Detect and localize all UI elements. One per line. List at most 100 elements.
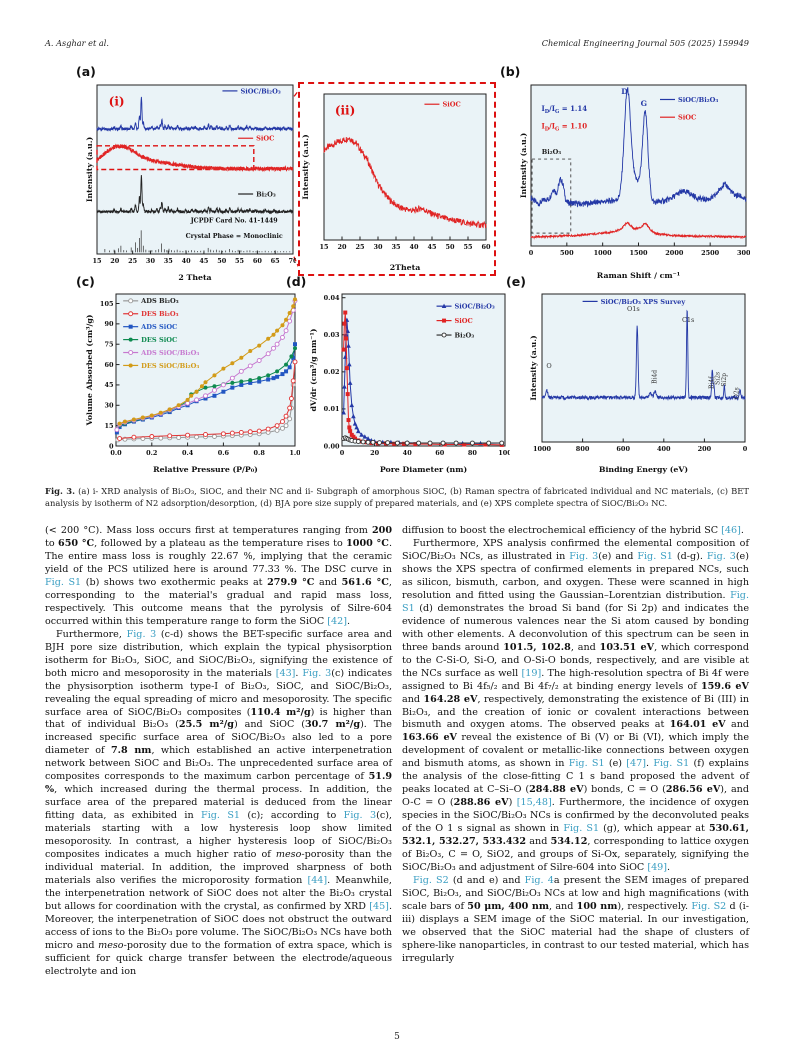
citation-link[interactable]: Fig. 3	[302, 667, 332, 679]
svg-text:65: 65	[271, 257, 281, 265]
svg-text:40: 40	[182, 257, 192, 265]
citation-link[interactable]: [45]	[369, 900, 389, 912]
svg-text:O2s: O2s	[734, 387, 741, 399]
citation-link[interactable]: [19]	[521, 667, 542, 679]
svg-text:500: 500	[560, 249, 574, 257]
paragraph: Fig. S2 (d and e) and Fig. 4a present th…	[402, 874, 749, 964]
svg-text:Crystal Phase = Monoclinic: Crystal Phase = Monoclinic	[186, 233, 283, 240]
svg-text:ID/IG = 1.14: ID/IG = 1.14	[542, 104, 588, 115]
svg-text:0.00: 0.00	[324, 442, 340, 450]
panel-label-b: (b)	[500, 64, 521, 79]
svg-text:25: 25	[355, 243, 365, 251]
svg-text:Intensity (a.u.): Intensity (a.u.)	[529, 335, 538, 400]
citation-link[interactable]: Fig. S1	[201, 810, 241, 822]
svg-text:SiOC: SiOC	[678, 114, 696, 122]
citation-link[interactable]: Fig. 4	[524, 874, 554, 886]
svg-text:Bi₂O₃: Bi₂O₃	[455, 331, 475, 339]
svg-text:1000: 1000	[594, 249, 613, 257]
svg-text:G: G	[641, 99, 647, 108]
chart-raman: 0 500 1000 1500 2000 2500 3000 Raman Shift / cm…	[518, 82, 756, 282]
svg-text:ADS SiOC/Bi₂O₃: ADS SiOC/Bi₂O₃	[140, 349, 199, 357]
paragraph: (< 200 °C). Mass loss occurs first at te…	[45, 525, 392, 627]
page-number: 5	[394, 1032, 400, 1042]
svg-text:75: 75	[104, 341, 114, 349]
svg-text:60: 60	[481, 243, 491, 251]
citation-link[interactable]: Fig. S1	[653, 758, 690, 770]
figure-3: (a) (b) (c) (d) (e) 15 20 25 30 35 40 45 50 55 60…	[0, 64, 794, 482]
header-journal: Chemical Engineering Journal 505 (2025) …	[541, 38, 749, 48]
citation-link[interactable]: Fig. 3	[126, 628, 157, 640]
chart-bet-isotherm: 0.0 0.2 0.4 0.6 0.8 1.0 0 15 30 45 60 75 90 105 Relati…	[84, 290, 301, 476]
svg-text:200: 200	[698, 445, 712, 453]
chart-xrd: 15 20 25 30 35 40 45 50 55 60 65 70 2 Theta Intensity…	[84, 82, 298, 284]
citation-link[interactable]: Fig. 3	[706, 551, 736, 563]
svg-text:Binding Energy (eV): Binding Energy (eV)	[599, 465, 688, 474]
svg-text:60: 60	[435, 449, 445, 457]
page-header: A. Asghar et al. Chemical Engineering Jo…	[45, 38, 749, 48]
svg-text:25: 25	[128, 257, 138, 265]
svg-text:20: 20	[110, 257, 120, 265]
svg-text:Intensity (a.u.): Intensity (a.u.)	[519, 133, 528, 198]
citation-link[interactable]: Fig. S1	[568, 758, 605, 770]
svg-text:Relative Pressure (P/P₀): Relative Pressure (P/P₀)	[153, 465, 258, 474]
citation-link[interactable]: [15,48]	[516, 797, 552, 809]
svg-text:60: 60	[253, 257, 263, 265]
svg-text:ADS Bi₂O₃: ADS Bi₂O₃	[140, 297, 179, 305]
citation-link[interactable]: Fig. S1	[637, 551, 673, 563]
paragraph: Furthermore, Fig. 3 (c-d) shows the BET-…	[45, 628, 393, 977]
citation-link[interactable]: Fig. S1	[563, 823, 600, 835]
citation-link[interactable]: Fig. 3	[569, 551, 599, 563]
citation-link[interactable]: [46]	[721, 525, 741, 537]
svg-text:0: 0	[340, 449, 345, 457]
svg-text:0.04: 0.04	[324, 294, 340, 302]
citation-link[interactable]: Fig. S2	[413, 874, 449, 886]
svg-text:Raman Shift / cm⁻¹: Raman Shift / cm⁻¹	[597, 271, 680, 280]
panel-label-d: (d)	[286, 274, 307, 289]
citation-link[interactable]: [42]	[327, 615, 347, 627]
citation-link[interactable]: [47]	[626, 758, 646, 770]
svg-text:0.8: 0.8	[254, 449, 266, 457]
svg-text:ID/IG = 1.10: ID/IG = 1.10	[542, 121, 588, 132]
svg-text:70: 70	[288, 257, 296, 265]
citation-link[interactable]: Fig. S1	[402, 589, 749, 614]
svg-text:80: 80	[468, 449, 478, 457]
svg-text:400: 400	[657, 445, 671, 453]
svg-text:105: 105	[100, 300, 114, 308]
svg-text:D: D	[621, 87, 628, 96]
svg-text:45: 45	[104, 381, 114, 389]
right-column: diffusion to boost the electrochemical e…	[402, 525, 749, 978]
svg-text:2500: 2500	[701, 249, 720, 257]
paragraph: Furthermore, XPS analysis confirmed the …	[402, 538, 750, 873]
svg-text:0.2: 0.2	[146, 449, 157, 457]
citation-link[interactable]: [49]	[647, 861, 668, 873]
chart-xps-survey: 1000 800 600 400 200 0 Binding Energy (eV) Inte…	[528, 290, 750, 476]
citation-link[interactable]: Fig. 3	[343, 810, 377, 822]
svg-text:DES Bi₂O₃: DES Bi₂O₃	[141, 310, 179, 318]
citation-link[interactable]: [43]	[275, 667, 296, 679]
svg-text:55: 55	[463, 243, 473, 251]
paragraph: diffusion to boost the electrochemical e…	[402, 525, 744, 537]
svg-text:SiOC/Bi₂O₃: SiOC/Bi₂O₃	[455, 303, 495, 311]
svg-text:SiOC/Bi₂O₃: SiOC/Bi₂O₃	[678, 96, 718, 104]
svg-text:Pore Diameter (nm): Pore Diameter (nm)	[380, 465, 467, 474]
svg-text:0.4: 0.4	[182, 449, 194, 457]
svg-text:600: 600	[616, 445, 630, 453]
panel-label-a: (a)	[76, 64, 96, 79]
svg-text:30: 30	[373, 243, 383, 251]
citation-link[interactable]: Fig. S1	[45, 577, 82, 588]
svg-text:SiOC: SiOC	[256, 135, 274, 143]
svg-text:2000: 2000	[665, 249, 684, 257]
svg-text:dV/dr (cm³/g nm⁻¹): dV/dr (cm³/g nm⁻¹)	[309, 329, 318, 412]
svg-text:Intensity (a.u.): Intensity (a.u.)	[301, 134, 310, 199]
svg-text:45: 45	[199, 257, 209, 265]
svg-text:30: 30	[146, 257, 156, 265]
svg-text:1000: 1000	[533, 445, 552, 453]
svg-text:SiOC: SiOC	[442, 101, 460, 109]
citation-link[interactable]: Fig. S2	[691, 900, 727, 912]
chart-xrd-zoom: 15 20 25 30 35 40 45 50 55 60 2Theta Intensity (a.u…	[300, 84, 494, 274]
svg-text:Bi₂O₃: Bi₂O₃	[256, 190, 276, 198]
svg-text:Bi₂O₃: Bi₂O₃	[542, 148, 561, 156]
citation-link[interactable]: [44]	[307, 874, 328, 886]
svg-text:Volume Absorbed (cm³/g): Volume Absorbed (cm³/g)	[85, 315, 94, 427]
panel-label-e: (e)	[506, 274, 526, 289]
